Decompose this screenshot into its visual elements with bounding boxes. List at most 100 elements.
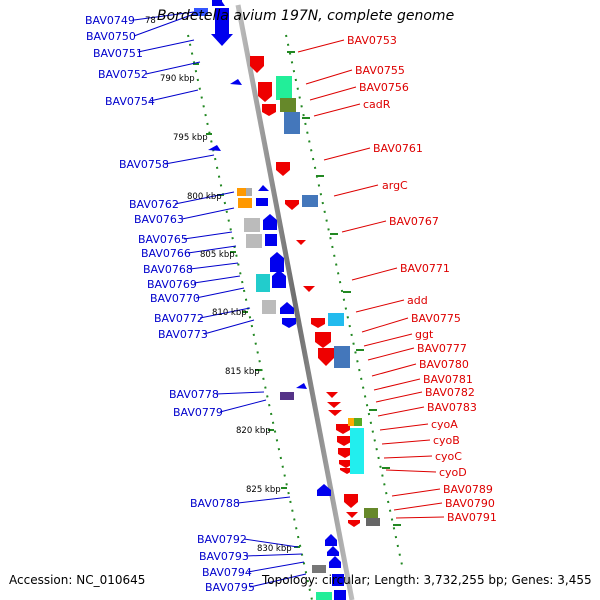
kbp-ticks [193,51,401,548]
gene-label: cyoB [433,434,460,447]
gene-arrow [282,318,296,328]
gene-label: add [407,294,428,307]
gene-arrow [258,82,272,102]
kbp-label: 810 kbp [212,308,247,318]
kbp-label: 820 kbp [236,426,271,436]
gene-arrow [334,590,346,600]
gene-arrow [338,448,352,458]
gene-label: BAV0755 [355,64,405,77]
gene-arrow [250,56,264,73]
gene-label: BAV0790 [445,497,495,510]
kbp-guide-outer [187,34,313,600]
gene-label: BAV0781 [423,373,473,386]
gene-label: BAV0780 [419,358,469,371]
gene-label: BAV0788 [190,497,240,510]
gene-label: BAV0772 [154,312,204,325]
gene-label: BAV0767 [389,215,439,228]
gene-arrow [317,484,331,496]
gene-arrow [328,410,342,416]
gene-arrow [285,200,299,210]
gene-arrow [315,332,331,348]
gene-label: cyoA [431,418,458,431]
gene-label: BAV0779 [173,406,223,419]
accession-text: Accession: NC_010645 [9,573,146,587]
kbp-label: 800 kbp [187,192,222,202]
gene-label: BAV0750 [86,30,136,43]
gene-arrow [208,145,221,151]
gene-arrow [258,185,269,191]
gene-label: BAV0777 [417,342,467,355]
gene-label: ggt [415,328,434,341]
kbp-label: 815 kbp [225,367,260,377]
gene-arrow [346,512,358,518]
gene-label: BAV0761 [373,142,423,155]
forward-strand-genes [208,0,346,600]
gene-label: BAV0775 [411,312,461,325]
right-gene-labels: BAV0753 BAV0755 BAV0756 cadR BAV0761 arg… [347,34,497,524]
gene-label: BAV0766 [141,247,191,260]
gene-arrow [272,270,286,288]
gene-label: BAV0751 [93,47,143,60]
gene-arrow [329,556,341,568]
gene-label: BAV0768 [143,263,193,276]
gene-arrow [296,240,306,245]
kbp-label: 825 kbp [246,485,281,495]
genome-backbone [235,4,355,600]
gene-label: BAV0793 [199,550,249,563]
gene-arrow [303,286,315,292]
gene-label: BAV0789 [443,483,493,496]
kbp-labels: 78 790 kbp 795 kbp 800 kbp 805 kbp 810 k… [145,16,292,554]
gene-label: cadR [363,98,391,111]
gene-label: cyoD [439,466,467,479]
gene-arrow [263,214,277,230]
gene-label: BAV0763 [134,213,184,226]
gene-arrow [211,8,233,46]
gene-label: BAV0770 [150,292,200,305]
gene-arrow [276,162,290,176]
gene-arrow [311,318,325,328]
right-leaders [297,39,445,519]
gene-arrow [336,424,350,434]
map-title: Bordetella avium 197N, complete genome [157,8,454,24]
gene-arrow [213,0,225,6]
gene-label: BAV0782 [425,386,475,399]
kbp-guide-inner [285,34,403,566]
gene-label: BAV0771 [400,262,450,275]
gene-label: BAV0754 [105,95,155,108]
left-leaders [133,11,307,588]
gene-label: BAV0795 [205,581,255,594]
gene-arrow [325,534,337,546]
gene-label: BAV0756 [359,81,409,94]
kbp-label: 830 kbp [257,544,292,554]
gene-label: cyoC [435,450,462,463]
gene-label: BAV0769 [147,278,197,291]
gene-label: BAV0791 [447,511,497,524]
gene-label: BAV0765 [138,233,188,246]
gene-arrow [337,436,351,446]
topology-text: Topology: circular; Length: 3,732,255 bp… [262,573,592,587]
gene-arrow [296,383,307,389]
kbp-label: 78 [145,16,156,26]
gene-label: BAV0752 [98,68,148,81]
gene-arrow [344,494,358,508]
left-gene-labels: BAV0749 BAV0750 BAV0751 BAV0752 BAV0754 … [85,14,255,594]
gene-arrow [256,198,268,206]
gene-label: BAV0758 [119,158,169,171]
gene-label: BAV0783 [427,401,477,414]
gene-arrow [230,79,242,85]
gene-arrow [332,574,344,586]
kbp-label: 805 kbp [200,250,235,260]
gene-arrow [348,520,360,527]
gene-label: BAV0778 [169,388,219,401]
gene-arrow [326,392,338,398]
colored-gene-blocks [194,8,380,600]
gene-label: BAV0762 [129,198,179,211]
gene-arrow [339,460,353,468]
kbp-label: 790 kbp [160,74,195,84]
gene-arrow [318,348,334,366]
gene-arrow [327,402,341,408]
gene-label: BAV0794 [202,566,252,579]
gene-arrow [270,252,284,272]
gene-arrow [280,302,294,314]
gene-arrow [327,546,339,556]
